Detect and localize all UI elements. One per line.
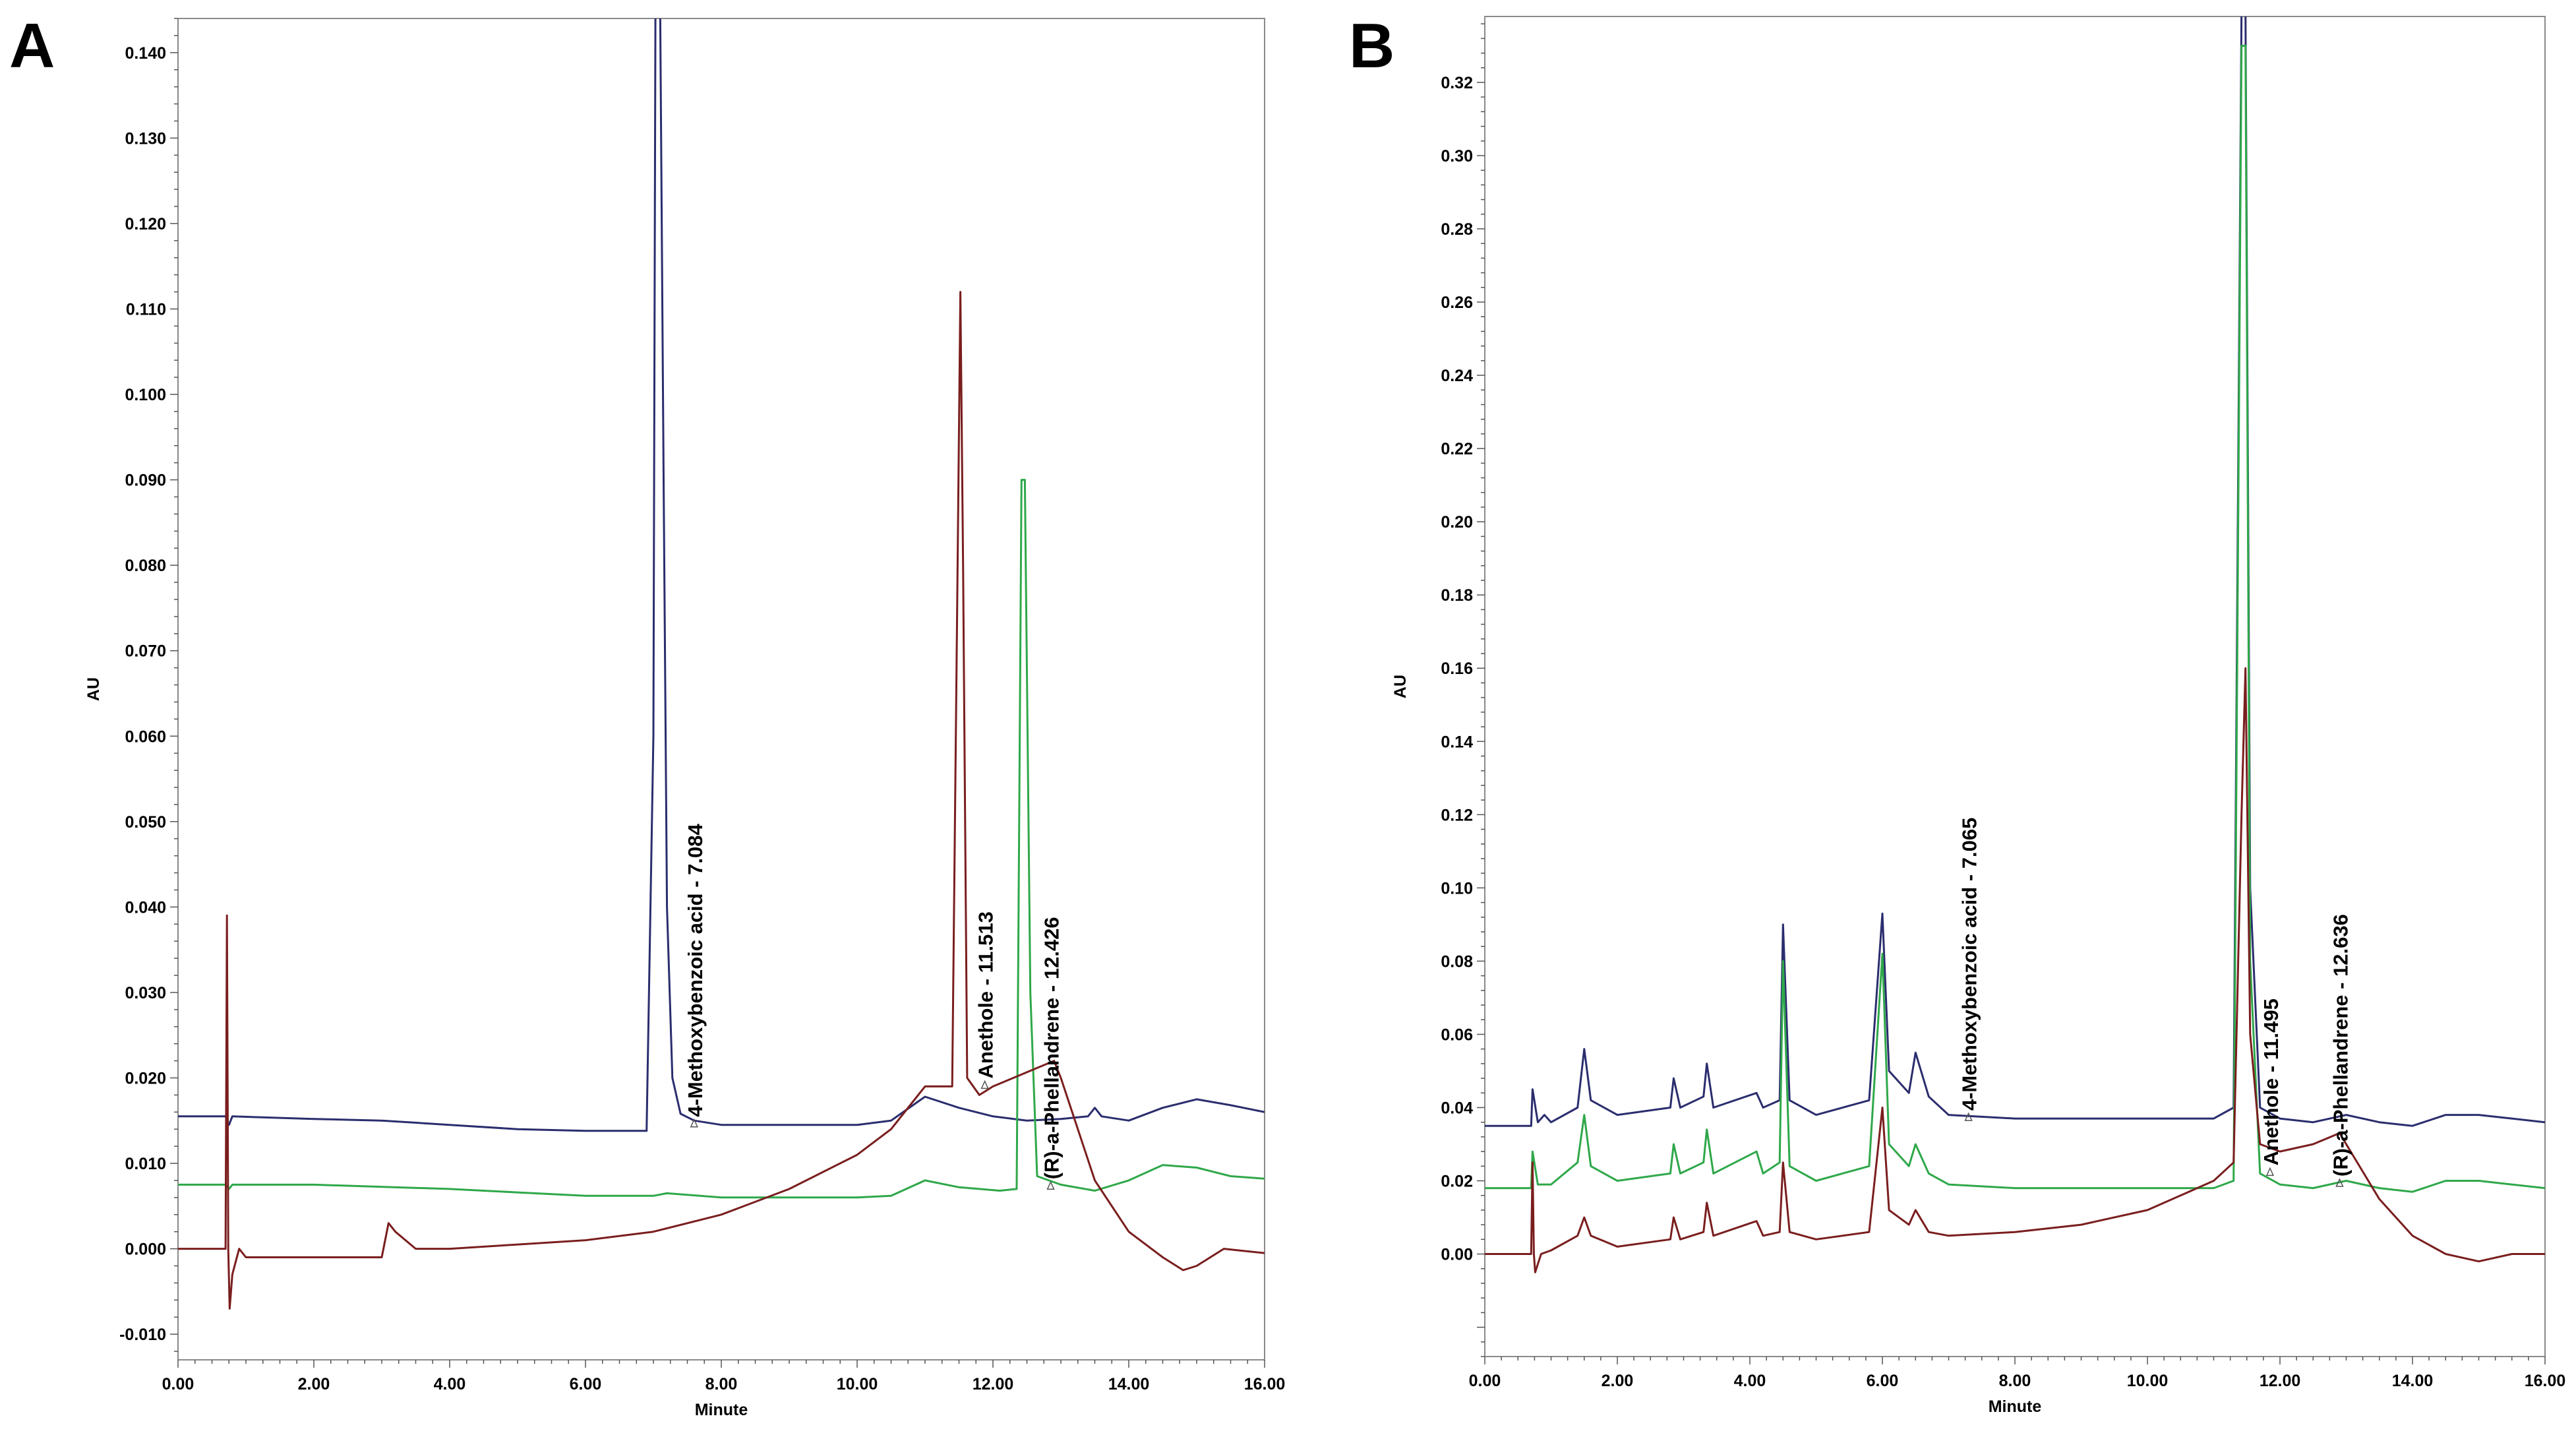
y-tick-label: 0.32 <box>1441 74 1473 92</box>
trace-line-green <box>178 479 1265 1199</box>
x-tick-label: 10.00 <box>837 1375 878 1393</box>
y-tick-label: -0.010 <box>119 1326 166 1344</box>
y-axis-title: AU <box>1391 675 1410 698</box>
x-tick-label: 14.00 <box>2392 1372 2434 1390</box>
x-tick-label: 4.00 <box>1734 1372 1766 1390</box>
x-tick-label: 14.00 <box>1108 1375 1150 1393</box>
y-tick-label: 0.020 <box>125 1069 166 1087</box>
y-tick-label: 0.22 <box>1441 440 1473 458</box>
panel-letter-a: A <box>9 11 55 81</box>
y-tick-label: 0.110 <box>126 300 166 319</box>
plot-frame <box>177 18 1265 1361</box>
x-tick-label: 0.00 <box>1469 1372 1501 1390</box>
x-tick-label: 6.00 <box>570 1375 602 1393</box>
chart-panel-b: B 0.00 2.00 4.00 6.00 8.00 10.00 12.00 14.00 16.… <box>1349 11 2566 1416</box>
y-tick-label: 0.24 <box>1441 367 1473 385</box>
x-tick-label: 10.00 <box>2127 1372 2169 1390</box>
trace-line-red <box>1485 667 2545 1273</box>
x-tick-label: 16.00 <box>1244 1375 1286 1393</box>
y-tick-label: 0.16 <box>1441 659 1473 678</box>
x-tick-label: 8.00 <box>1999 1372 2031 1390</box>
x-tick-label: 0.00 <box>162 1375 195 1393</box>
peak-marker <box>2335 1178 2344 1187</box>
y-tick-label: 0.28 <box>1441 220 1473 239</box>
peak-annotation: 4-Methoxybenzoic acid - 7.084 <box>684 823 707 1116</box>
x-tick-label: 12.00 <box>973 1375 1014 1393</box>
y-tick-label: 0.00 <box>1441 1246 1473 1264</box>
y-tick-label: 0.30 <box>1441 147 1473 166</box>
y-tick-label: 0.10 <box>1441 879 1473 898</box>
plot-frame <box>1484 16 2546 1357</box>
y-tick-label: 0.04 <box>1441 1099 1473 1117</box>
y-tick-label: 0.010 <box>125 1155 166 1173</box>
peak-marker <box>2265 1167 2275 1177</box>
trace-line-blue <box>178 18 1265 1132</box>
y-tick-label: 0.26 <box>1441 293 1473 312</box>
x-tick-label: 2.00 <box>298 1375 330 1393</box>
peak-annotation: 4-Methoxybenzoic acid - 7.065 <box>1958 818 1981 1111</box>
peak-marker <box>1046 1180 1055 1190</box>
trace-line-blue <box>1485 16 2545 1127</box>
y-tick-label: 0.14 <box>1441 733 1473 751</box>
trace-line-red <box>178 291 1265 1310</box>
y-tick-label: 0.100 <box>125 386 166 404</box>
x-tick-label: 16.00 <box>2525 1372 2566 1390</box>
x-tick-label: 12.00 <box>2260 1372 2301 1390</box>
y-tick-label: 0.08 <box>1441 952 1473 971</box>
peak-annotation: Anethole - 11.513 <box>974 911 998 1078</box>
y-tick-label: 0.02 <box>1441 1173 1473 1191</box>
peak-annotation: Anethole - 11.495 <box>2260 998 2283 1165</box>
peak-marker <box>980 1080 989 1089</box>
y-tick-label: 0.140 <box>125 44 166 63</box>
y-tick-label: 0.000 <box>125 1240 166 1259</box>
y-tick-label: 0.030 <box>125 984 166 1002</box>
peak-annotation: (R)-a-Phellandrene - 12.636 <box>2329 914 2352 1177</box>
panel-letter-b: B <box>1349 11 1394 81</box>
y-tick-label: 0.12 <box>1441 806 1473 824</box>
y-tick-label: 0.06 <box>1441 1025 1473 1044</box>
y-tick-label: 0.080 <box>125 557 166 575</box>
y-tick-label: 0.20 <box>1441 513 1473 532</box>
x-tick-label: 2.00 <box>1602 1372 1634 1390</box>
y-tick-label: 0.050 <box>125 813 166 832</box>
peak-marker <box>690 1118 698 1128</box>
y-axis-title: AU <box>84 677 103 701</box>
peak-annotation: (R)-a-Phellandrene - 12.426 <box>1040 917 1063 1179</box>
y-tick-label: 0.120 <box>125 215 166 233</box>
y-tick-label: 0.070 <box>125 642 166 661</box>
x-axis-title: Minute <box>1989 1397 2042 1416</box>
y-tick-label: 0.130 <box>125 129 166 148</box>
chart-panel-a: A 0.00 2.00 4.00 6.00 8.00 10.00 12.00 14.00 16.… <box>9 11 1286 1419</box>
x-tick-label: 6.00 <box>1867 1372 1899 1390</box>
x-tick-label: 8.00 <box>705 1375 738 1393</box>
y-tick-label: 0.18 <box>1441 586 1473 605</box>
y-tick-label: 0.090 <box>125 472 166 490</box>
trace-line-green <box>1485 44 2545 1193</box>
y-tick-label: 0.040 <box>125 898 166 917</box>
x-tick-label: 4.00 <box>434 1375 466 1393</box>
y-tick-label: 0.060 <box>125 727 166 746</box>
x-axis-title: Minute <box>695 1401 748 1419</box>
peak-marker <box>1964 1112 1973 1121</box>
